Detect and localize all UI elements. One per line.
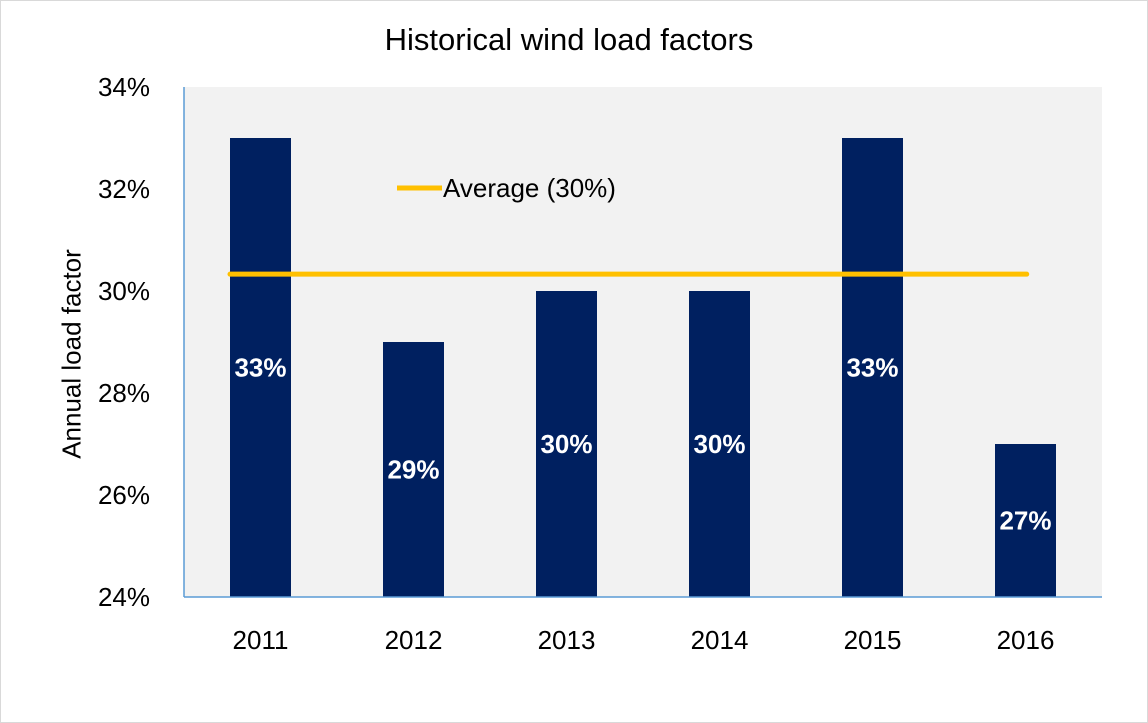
y-tick-label: 30% — [98, 276, 150, 306]
legend-label: Average (30%) — [443, 173, 616, 203]
x-tick-label: 2013 — [538, 625, 596, 655]
bar — [689, 291, 750, 597]
y-tick-label: 32% — [98, 174, 150, 204]
bar-data-label: 33% — [234, 353, 286, 383]
x-tick-label: 2016 — [997, 625, 1055, 655]
bar-data-label: 29% — [387, 455, 439, 485]
y-tick-label: 24% — [98, 582, 150, 612]
x-tick-label: 2012 — [385, 625, 443, 655]
x-tick-label: 2014 — [691, 625, 749, 655]
chart-title: Historical wind load factors — [384, 22, 754, 57]
bar — [230, 138, 291, 597]
y-tick-label: 28% — [98, 378, 150, 408]
y-tick-label: 26% — [98, 480, 150, 510]
bar-data-label: 27% — [999, 506, 1051, 536]
bar — [383, 342, 444, 597]
bar — [842, 138, 903, 597]
bar — [995, 444, 1056, 597]
bar-data-label: 30% — [693, 429, 745, 459]
bar — [536, 291, 597, 597]
y-tick-label: 34% — [98, 72, 150, 102]
bar-data-label: 33% — [846, 353, 898, 383]
x-tick-label: 2015 — [844, 625, 902, 655]
bar-data-label: 30% — [540, 429, 592, 459]
plot-area — [184, 87, 1102, 597]
x-tick-label: 2011 — [233, 625, 289, 655]
